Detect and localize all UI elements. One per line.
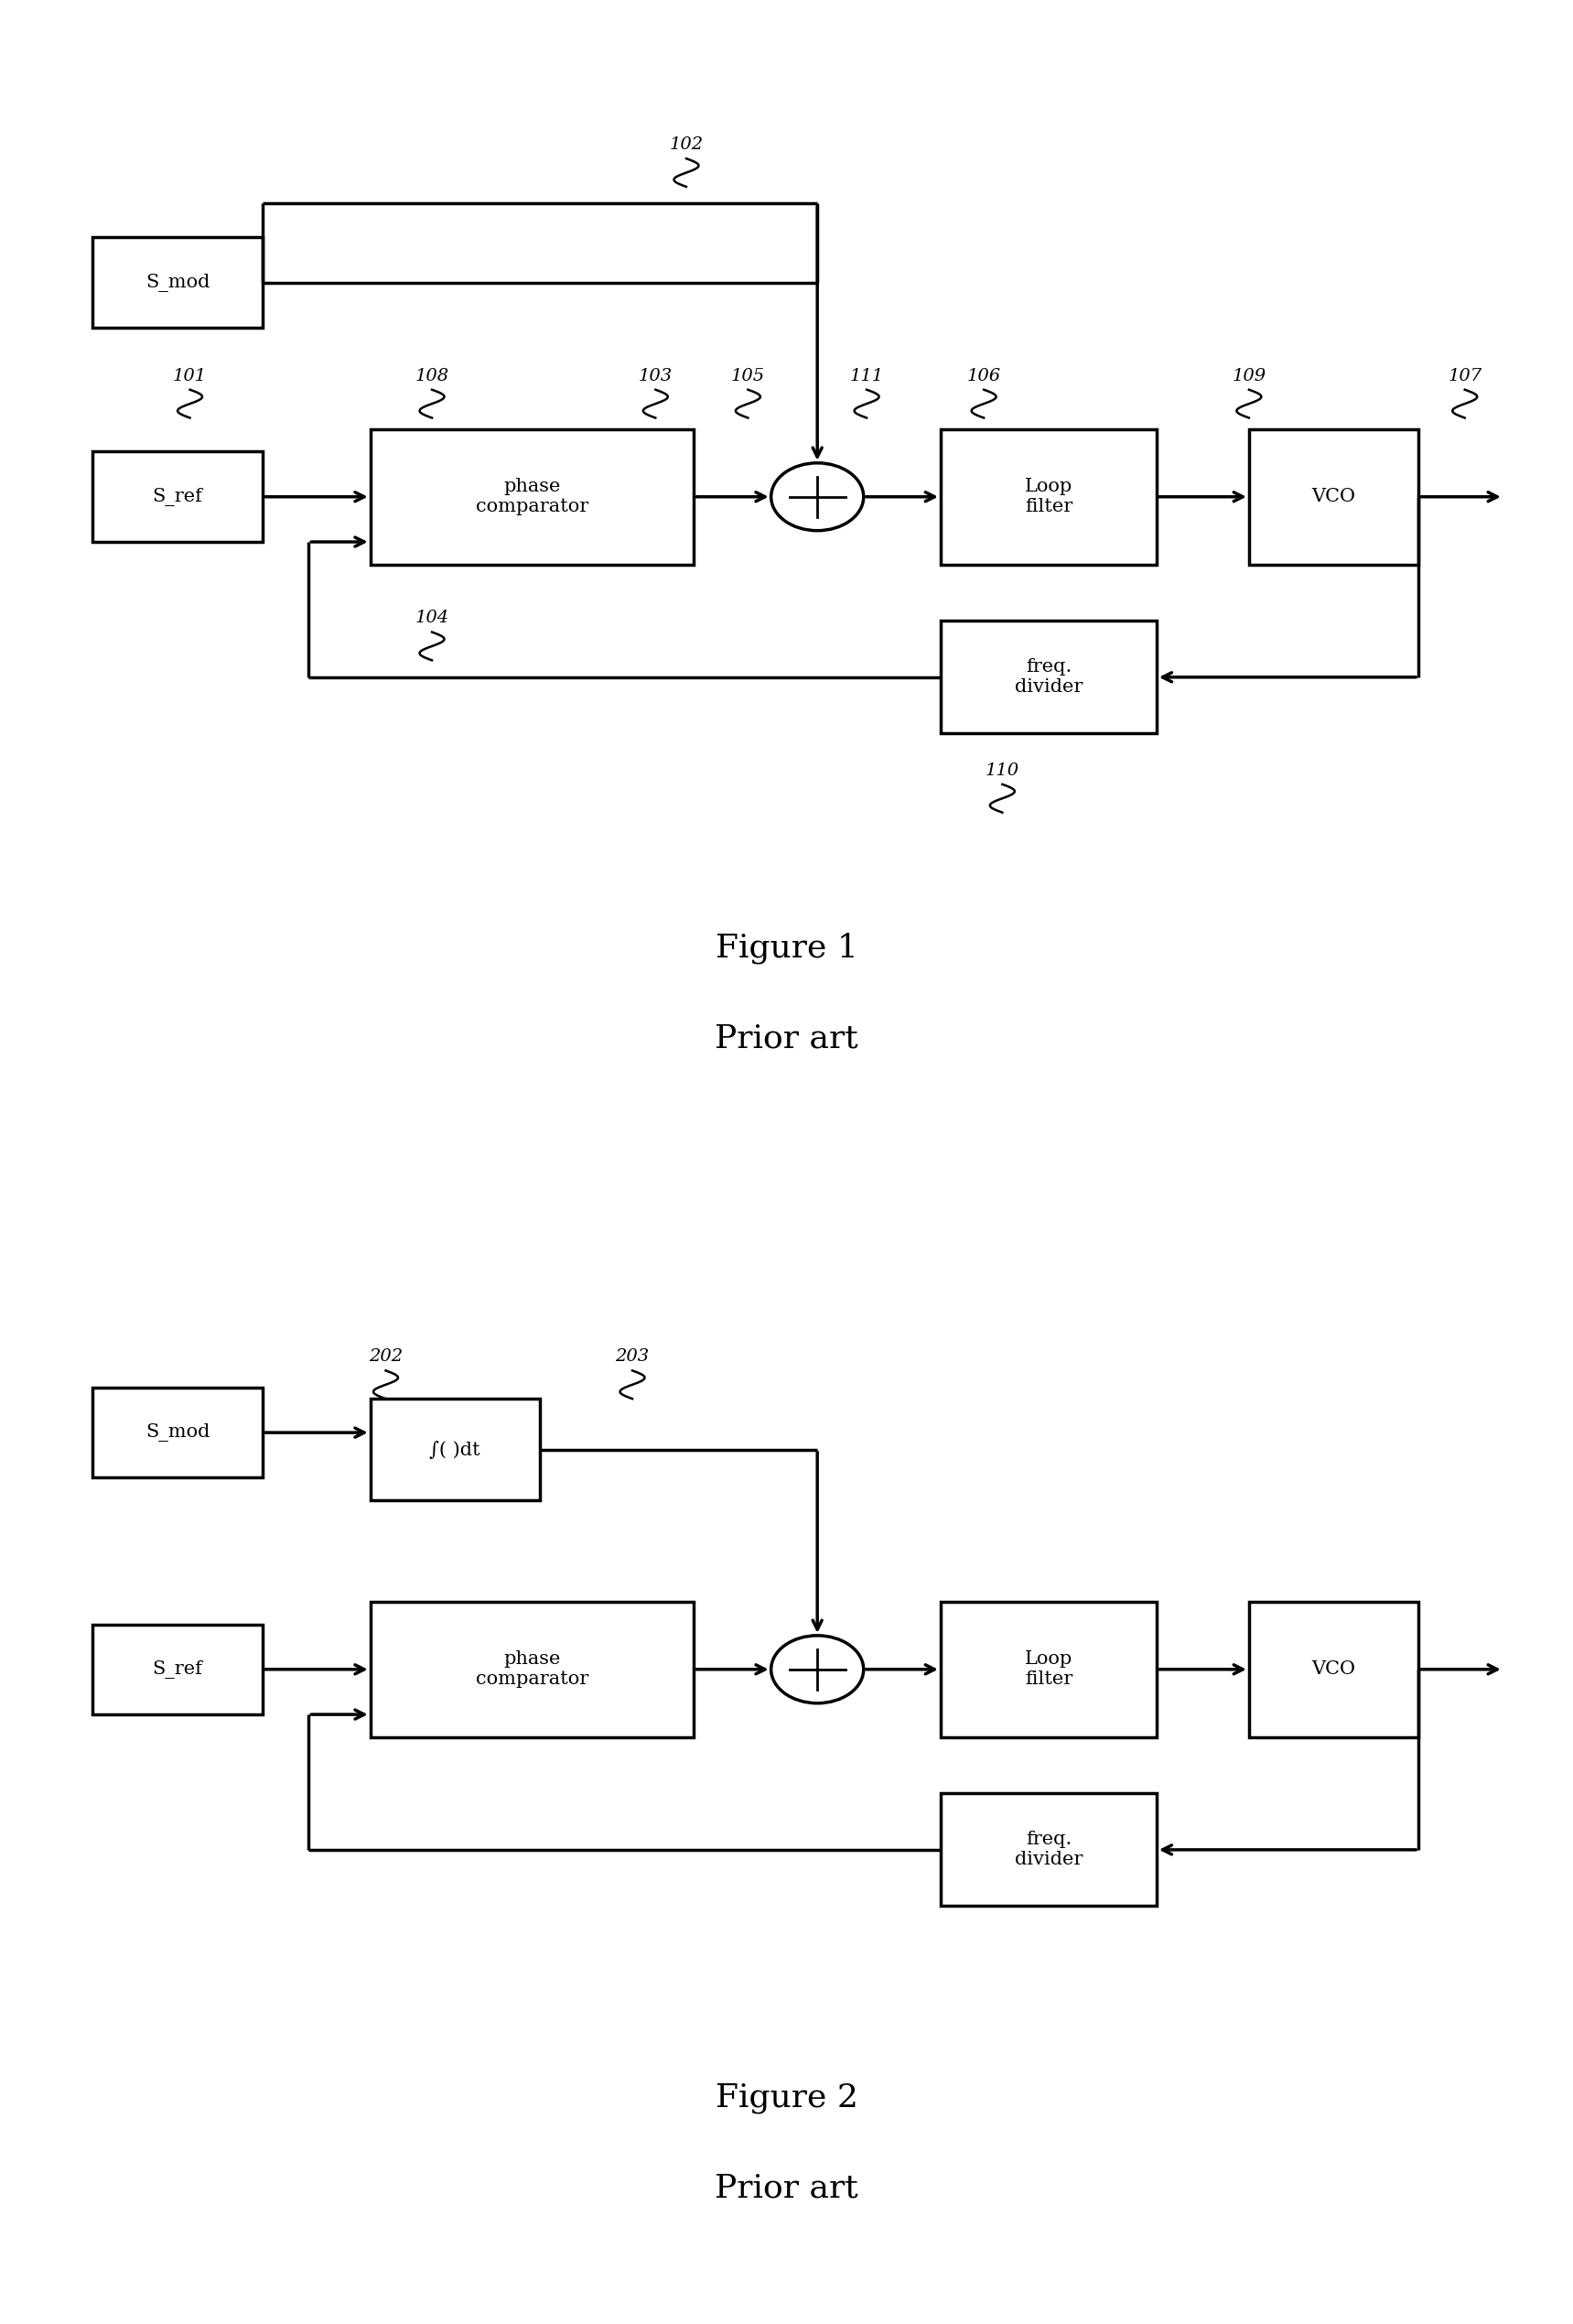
Text: phase
comparator: phase comparator xyxy=(475,479,588,516)
Circle shape xyxy=(771,462,864,530)
Circle shape xyxy=(771,1636,864,1703)
Text: 202: 202 xyxy=(368,1348,403,1364)
Text: Prior art: Prior art xyxy=(714,2173,859,2203)
Text: 104: 104 xyxy=(415,609,448,627)
Text: S_ref: S_ref xyxy=(153,1659,203,1678)
Bar xyxy=(941,621,1156,734)
Bar xyxy=(941,1601,1156,1736)
Text: S_mod: S_mod xyxy=(145,274,209,293)
Text: Figure 1: Figure 1 xyxy=(716,932,857,964)
Text: 108: 108 xyxy=(415,367,448,383)
Text: Figure 2: Figure 2 xyxy=(716,2082,857,2113)
Text: Loop
filter: Loop filter xyxy=(1024,1650,1073,1687)
Text: S_mod: S_mod xyxy=(145,1422,209,1441)
Bar xyxy=(941,1794,1156,1906)
Text: 109: 109 xyxy=(1232,367,1266,383)
Bar xyxy=(93,1387,263,1478)
Text: VCO: VCO xyxy=(1312,488,1356,507)
Text: 106: 106 xyxy=(967,367,1000,383)
Text: ∫( )dt: ∫( )dt xyxy=(429,1441,480,1459)
Text: freq.
divider: freq. divider xyxy=(1015,658,1082,695)
Bar xyxy=(1249,1601,1419,1736)
Text: Loop
filter: Loop filter xyxy=(1024,479,1073,516)
Text: phase
comparator: phase comparator xyxy=(475,1650,588,1687)
Text: 111: 111 xyxy=(849,367,884,383)
Text: Prior art: Prior art xyxy=(714,1023,859,1053)
Bar xyxy=(370,1399,540,1501)
Text: 102: 102 xyxy=(670,137,703,153)
Text: 105: 105 xyxy=(731,367,764,383)
Bar xyxy=(370,1601,694,1736)
Text: VCO: VCO xyxy=(1312,1662,1356,1678)
Text: 107: 107 xyxy=(1447,367,1482,383)
Text: 101: 101 xyxy=(173,367,208,383)
Text: S_ref: S_ref xyxy=(153,488,203,507)
Bar xyxy=(1249,430,1419,565)
Bar xyxy=(93,451,263,541)
Text: 110: 110 xyxy=(985,762,1019,779)
Bar xyxy=(941,430,1156,565)
Text: 103: 103 xyxy=(639,367,672,383)
Text: freq.
divider: freq. divider xyxy=(1015,1831,1082,1868)
Text: 203: 203 xyxy=(615,1348,650,1364)
Bar xyxy=(93,237,263,328)
Bar xyxy=(370,430,694,565)
Bar xyxy=(93,1624,263,1715)
